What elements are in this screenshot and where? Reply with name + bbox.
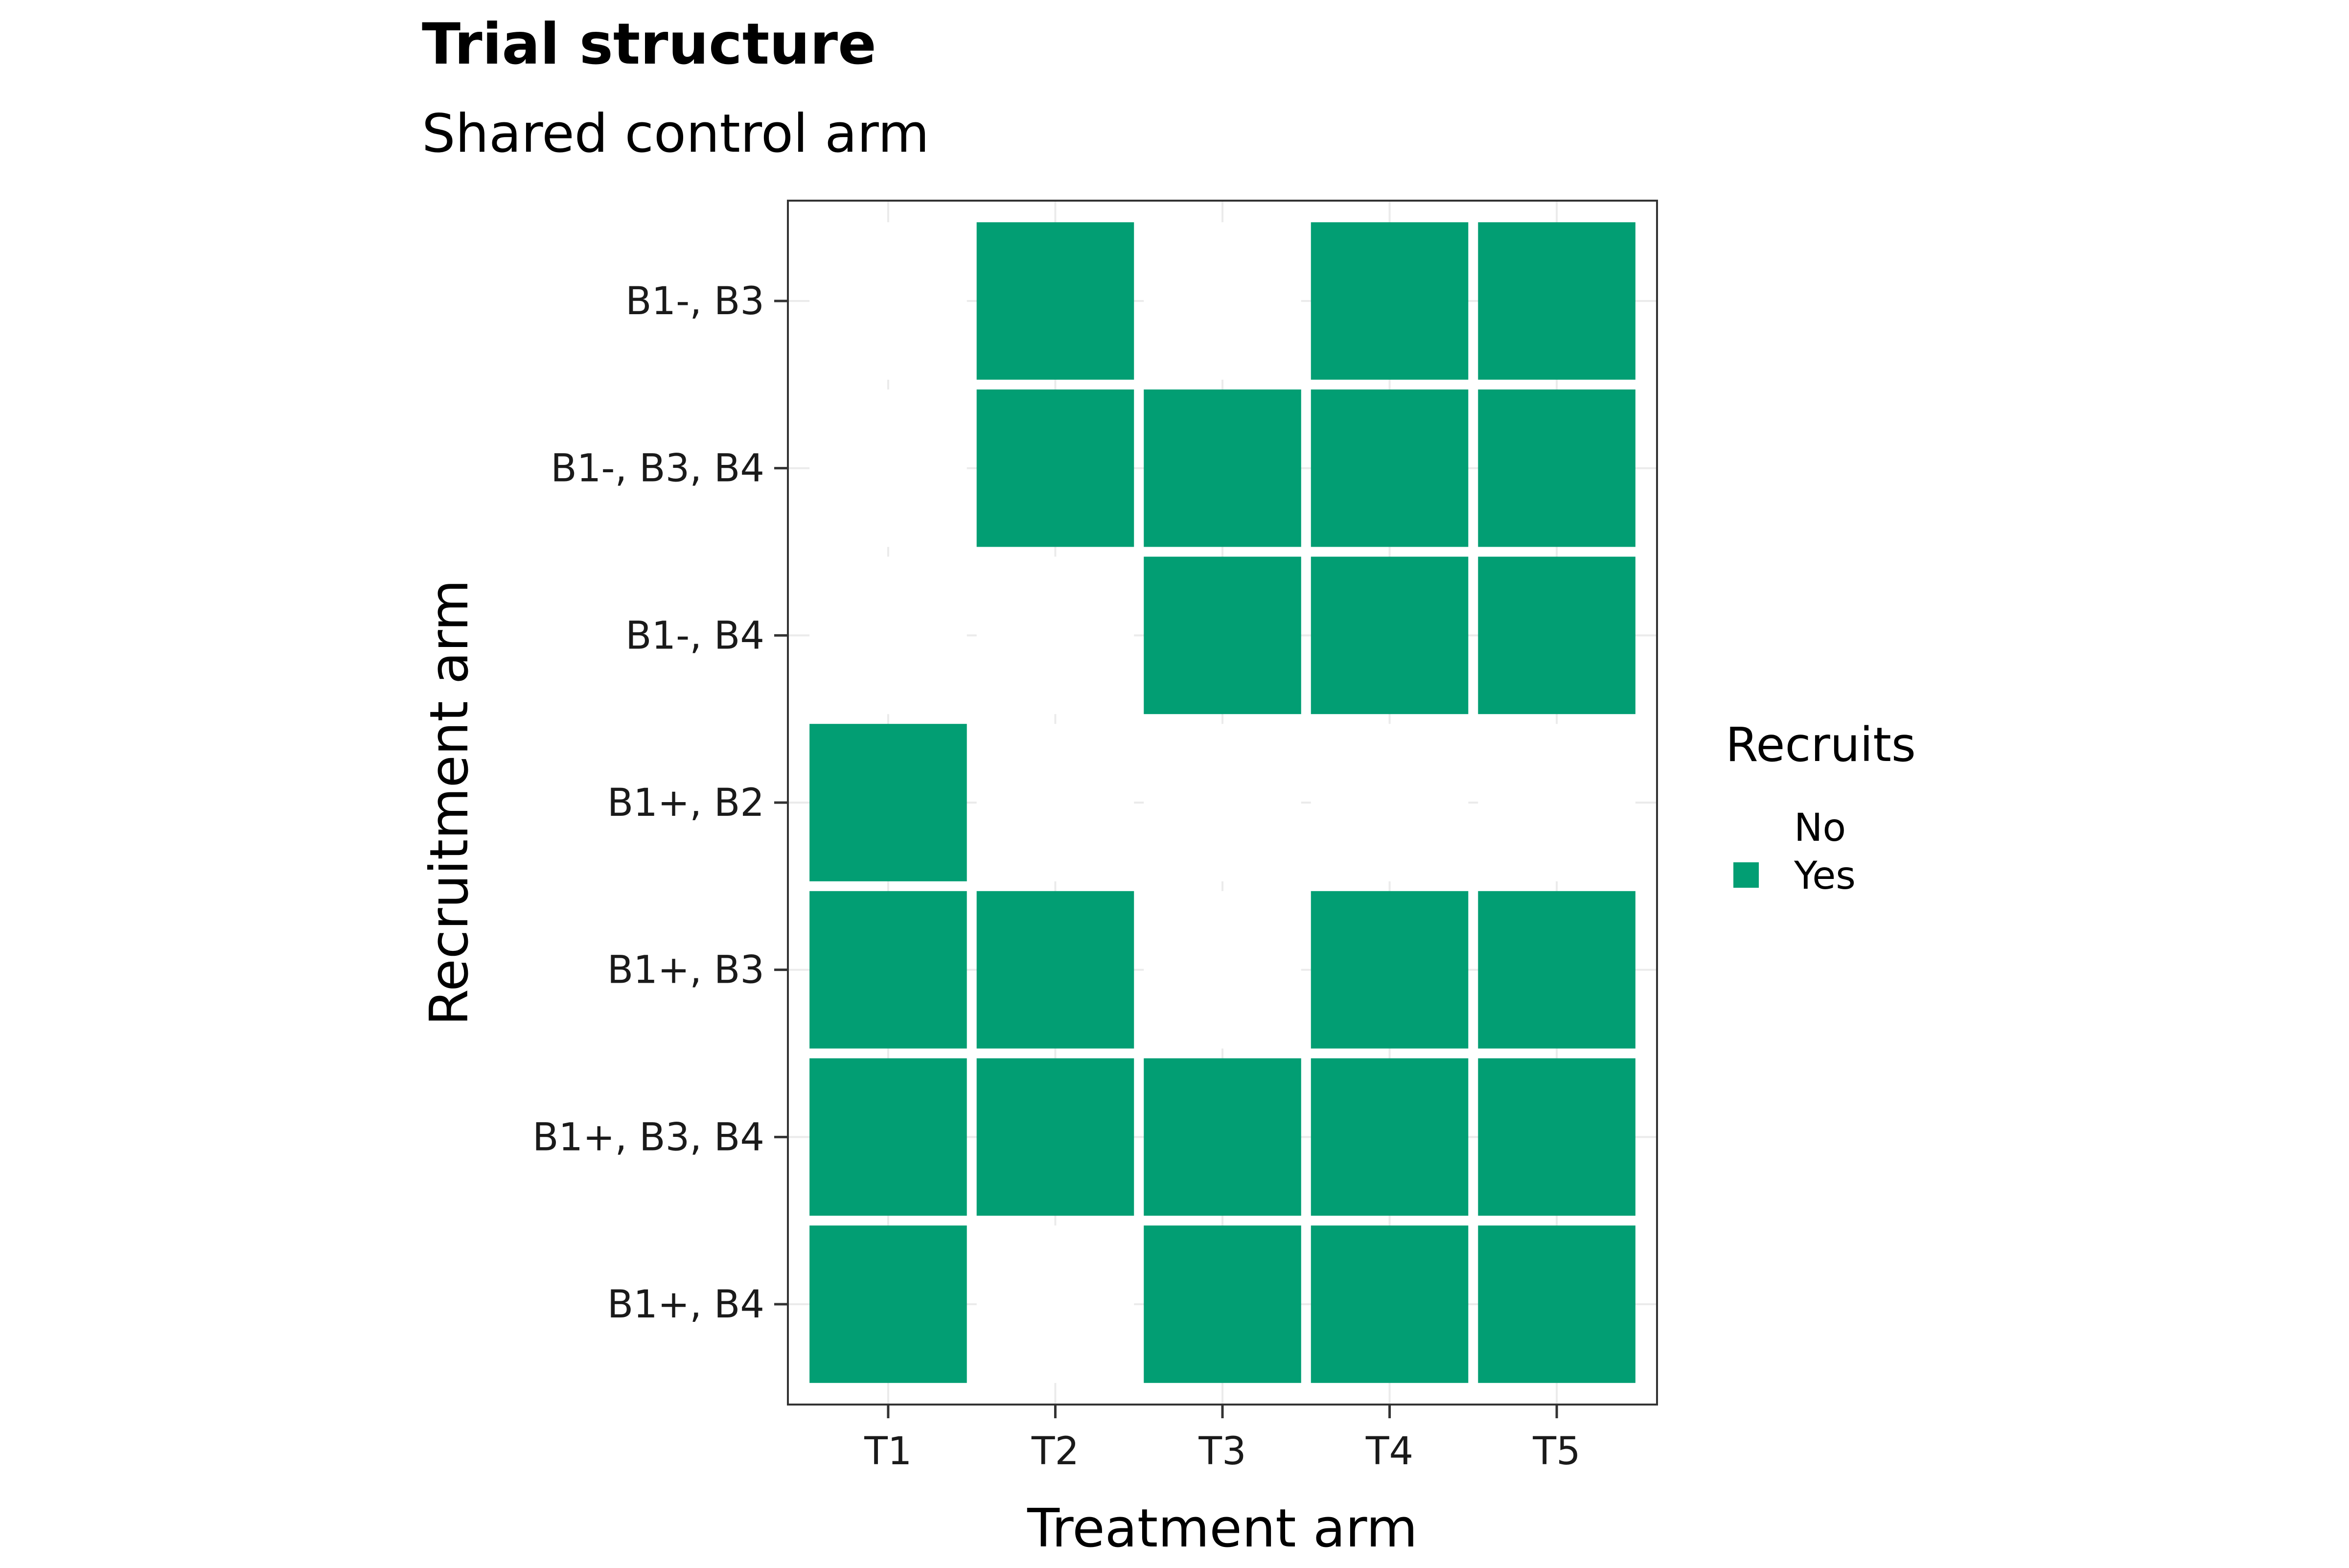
x-tick-label: T2: [1031, 1430, 1079, 1474]
heatmap-cell-T2-5: [976, 891, 1134, 1049]
x-tick-label: T5: [1532, 1430, 1580, 1474]
heatmap-cells: [809, 222, 1635, 1383]
heatmap-cell-T1-5: [809, 891, 967, 1049]
heatmap-cell-T4-7: [1311, 1225, 1469, 1383]
heatmap-cell-T5-4: [1478, 724, 1635, 881]
heatmap-cell-T4-2: [1311, 389, 1469, 547]
heatmap-cell-T3-6: [1144, 1058, 1301, 1216]
legend-key-no: [1733, 814, 1759, 840]
x-tick-label: T3: [1198, 1430, 1246, 1474]
heatmap-cell-T4-4: [1311, 724, 1469, 881]
chart-title: Trial structure: [422, 11, 876, 77]
heatmap-cell-T5-1: [1478, 222, 1635, 380]
chart-subtitle: Shared control arm: [422, 103, 929, 164]
heatmap-cell-T5-2: [1478, 389, 1635, 547]
heatmap-cell-T2-2: [976, 389, 1134, 547]
y-tick-label: B1+, B3: [607, 948, 764, 992]
heatmap-cell-T1-6: [809, 1058, 967, 1216]
heatmap-cell-T2-6: [976, 1058, 1134, 1216]
heatmap-cell-T3-2: [1144, 389, 1301, 547]
y-tick-label: B1-, B3, B4: [551, 447, 764, 491]
heatmap-cell-T5-7: [1478, 1225, 1635, 1383]
y-axis-title: Recruitment arm: [419, 579, 480, 1026]
heatmap-cell-T5-6: [1478, 1058, 1635, 1216]
y-tick-label: B1-, B3: [625, 279, 764, 323]
y-tick-label: B1-, B4: [625, 614, 764, 658]
heatmap-cell-T2-4: [976, 724, 1134, 881]
heatmap-cell-T3-7: [1144, 1225, 1301, 1383]
heatmap-cell-T3-5: [1144, 891, 1301, 1049]
heatmap-cell-T3-4: [1144, 724, 1301, 881]
x-axis: T1 T2 T3 T4 T5: [864, 1405, 1581, 1474]
heatmap-cell-T1-4: [809, 724, 967, 881]
heatmap-cell-T5-3: [1478, 556, 1635, 715]
heatmap-cell-T3-3: [1144, 556, 1301, 715]
x-tick-label: T4: [1365, 1430, 1413, 1474]
heatmap-cell-T4-1: [1311, 222, 1469, 380]
x-axis-title: Treatment arm: [1027, 1498, 1418, 1559]
legend-key-yes: [1733, 862, 1759, 888]
y-tick-label: B1+, B2: [607, 781, 764, 825]
heatmap-cell-T1-7: [809, 1225, 967, 1383]
y-tick-label: B1+, B4: [607, 1283, 764, 1327]
legend-label-yes: Yes: [1794, 854, 1856, 898]
x-tick-label: T1: [864, 1430, 912, 1474]
y-tick-label: B1+, B3, B4: [532, 1115, 764, 1159]
heatmap-cell-T1-3: [809, 556, 967, 715]
heatmap-cell-T4-3: [1311, 556, 1469, 715]
y-axis: B1-, B3 B1-, B3, B4 B1-, B4 B1+, B2 B1+, B3 B…: [532, 279, 788, 1327]
heatmap-cell-T1-1: [809, 222, 967, 380]
heatmap-cell-T4-5: [1311, 891, 1469, 1049]
heatmap-cell-T4-6: [1311, 1058, 1469, 1216]
heatmap-cell-T1-2: [809, 389, 967, 547]
heatmap-cell-T5-5: [1478, 891, 1635, 1049]
legend-label-no: No: [1794, 806, 1846, 850]
heatmap-cell-T3-1: [1144, 222, 1301, 380]
heatmap-cell-T2-7: [976, 1225, 1134, 1383]
heatmap-cell-T2-3: [976, 556, 1134, 715]
legend-title: Recruits: [1726, 717, 1916, 772]
heatmap-cell-T2-1: [976, 222, 1134, 380]
